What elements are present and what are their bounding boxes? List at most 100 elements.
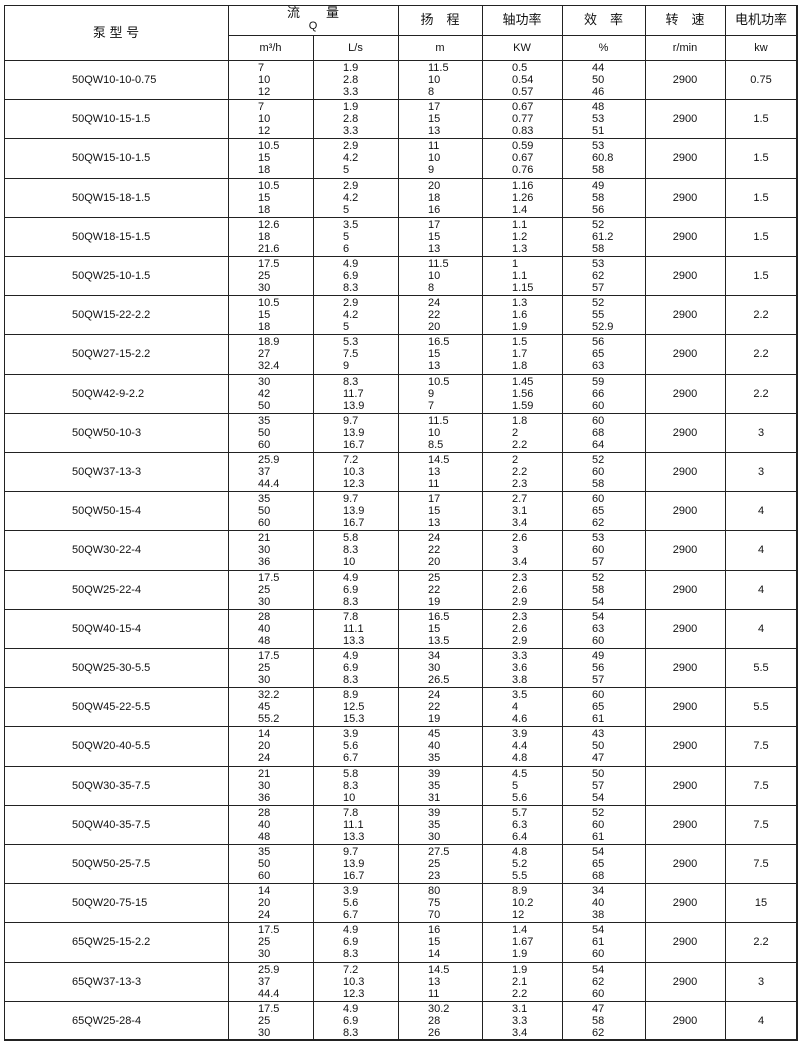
cell-value: 15 — [428, 230, 441, 243]
cell-value: 35 — [258, 846, 271, 858]
cell-value: 65 — [592, 701, 605, 714]
row-cell — [228, 844, 314, 885]
row-cell — [645, 99, 726, 140]
cell-value: 52.9 — [592, 321, 614, 334]
cell-value: 6 — [343, 242, 350, 255]
cell-value: 52 — [592, 297, 605, 310]
row-cell — [398, 138, 483, 179]
row-cell — [482, 648, 563, 689]
cell-value: 1 — [512, 258, 519, 270]
row-cell — [645, 138, 726, 179]
cell-value: 25 — [258, 1014, 271, 1027]
model-name: 50QW20-75-15 — [72, 897, 148, 910]
row-cell — [4, 883, 229, 924]
cell-value: 35 — [428, 818, 441, 831]
row-cell — [228, 648, 314, 689]
cell-value: 13 — [428, 975, 441, 988]
cell-value: 1.3 — [512, 297, 528, 310]
cell-value: 13 — [428, 242, 441, 255]
cell-value: 10.5 — [258, 140, 280, 153]
cell-value: 26 — [428, 1026, 441, 1039]
cell-value: 60 — [592, 634, 605, 647]
row-cell — [4, 295, 229, 336]
row-cell — [562, 961, 646, 1002]
row-cell — [725, 608, 798, 649]
cell-value: 7.8 — [343, 806, 359, 819]
row-cell — [645, 648, 726, 689]
cell-value: 22 — [428, 583, 441, 596]
cell-value: 25 — [258, 583, 271, 596]
cell-value: 8.3 — [343, 544, 359, 557]
cell-value: 42 — [258, 387, 271, 400]
motor-power-value: 1.5 — [753, 191, 769, 204]
motor-power-value: 3 — [757, 466, 765, 478]
cell-value: 0.67 — [512, 152, 534, 165]
row-cell — [228, 608, 314, 649]
cell-value: 4 — [512, 701, 519, 714]
row-cell — [725, 216, 798, 257]
cell-value: 2.3 — [512, 478, 528, 490]
cell-value: 13.9 — [343, 399, 365, 412]
cell-value: 17 — [428, 101, 441, 114]
cell-value: 60 — [592, 493, 605, 506]
header-cell — [4, 5, 229, 61]
cell-value: 0.83 — [512, 125, 534, 138]
cell-value: 10.3 — [343, 466, 365, 478]
cell-value: 13.5 — [428, 634, 450, 647]
cell-value: 30 — [428, 662, 441, 674]
cell-value: 17 — [428, 218, 441, 231]
row-cell — [562, 804, 646, 845]
cell-value: 57 — [592, 674, 605, 686]
cell-value: 3 — [512, 544, 519, 557]
cell-value: 18 — [258, 164, 271, 177]
row-cell — [4, 922, 229, 963]
cell-value: 61 — [592, 936, 605, 949]
row-cell — [645, 452, 726, 493]
row-cell — [313, 804, 399, 845]
cell-value: 1.67 — [512, 936, 534, 949]
row-cell — [313, 334, 399, 375]
cell-value: 10 — [428, 270, 441, 282]
motor-power-value: 4 — [757, 583, 765, 596]
cell-value: 2 — [512, 454, 519, 466]
row-cell — [725, 295, 798, 336]
model-name: 65QW25-15-2.2 — [72, 936, 151, 949]
row-cell — [725, 412, 798, 453]
cell-value: 14 — [258, 885, 271, 898]
cell-value: 53 — [592, 113, 605, 126]
speed-value: 2900 — [672, 544, 698, 557]
unit-cell — [228, 35, 314, 61]
cell-value: 0.77 — [512, 113, 534, 126]
cell-value: 61 — [592, 713, 605, 726]
cell-value: 3.4 — [512, 1026, 528, 1039]
row-cell — [228, 569, 314, 610]
cell-value: 48 — [258, 634, 271, 647]
cell-value: 11.1 — [343, 818, 364, 831]
row-cell — [725, 765, 798, 806]
row-cell — [482, 60, 563, 101]
speed-value: 2900 — [672, 152, 698, 165]
row-cell — [4, 726, 229, 767]
row-cell — [398, 373, 483, 414]
cell-value: 0.5 — [512, 62, 528, 74]
motor-power-value: 7.5 — [753, 779, 769, 792]
row-cell — [645, 530, 726, 571]
row-cell — [398, 60, 483, 101]
cell-value: 48 — [592, 101, 605, 114]
unit-cell — [725, 35, 798, 61]
row-cell — [228, 216, 314, 257]
cell-value: 17.5 — [258, 924, 280, 937]
model-name: 50QW25-22-4 — [72, 583, 142, 596]
row-cell — [313, 844, 399, 885]
cell-value: 62 — [592, 517, 605, 530]
cell-value: 54 — [592, 610, 605, 623]
cell-value: 58 — [592, 242, 605, 255]
cell-value: 56 — [592, 203, 605, 216]
cell-value: 54 — [592, 595, 605, 608]
motor-power-value: 4 — [757, 544, 765, 557]
cell-value: 55 — [592, 309, 605, 322]
cell-value: 50 — [592, 767, 605, 780]
cell-value: 9.7 — [343, 414, 359, 427]
cell-value: 18.9 — [258, 336, 280, 349]
cell-value: 16.7 — [343, 438, 365, 451]
